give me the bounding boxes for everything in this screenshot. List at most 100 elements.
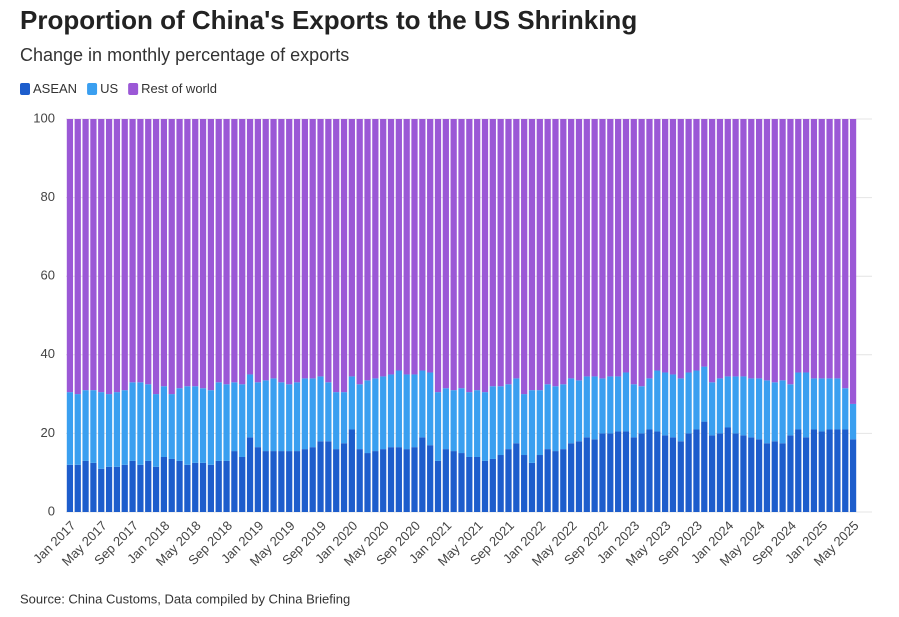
bar-segment: [98, 119, 105, 393]
bar-segment: [771, 119, 778, 383]
bar-segment: [685, 119, 692, 373]
bar-segment: [403, 374, 410, 450]
bar-segment: [536, 455, 543, 512]
bar-segment: [615, 431, 622, 512]
bar-segment: [630, 437, 637, 512]
bar-segment: [262, 451, 269, 512]
bar-segment: [152, 119, 160, 395]
bar-segment: [662, 435, 669, 512]
bar-segment: [622, 119, 630, 373]
bar-segment: [309, 378, 316, 448]
bar-segment: [395, 119, 402, 371]
bar-segment: [552, 386, 559, 452]
bar-segment: [121, 390, 128, 465]
bar-segment: [434, 119, 442, 393]
legend-swatch: [20, 83, 30, 95]
bar-segment: [489, 386, 496, 459]
bar-segment: [849, 403, 857, 440]
bar-segment: [192, 386, 199, 463]
bar-segment: [654, 370, 661, 432]
bar-segment: [701, 119, 708, 367]
bar-segment: [826, 119, 833, 379]
bar-segment: [810, 429, 818, 512]
bar-segment: [654, 119, 661, 371]
bar-segment: [505, 119, 512, 385]
bar-segment: [105, 119, 113, 395]
bar-segment: [356, 384, 363, 450]
bar-segment: [442, 449, 449, 512]
bar-segment: [387, 374, 395, 448]
bar-segment: [685, 372, 692, 434]
bar-segment: [802, 437, 810, 512]
bar-segment: [818, 378, 825, 432]
bar-segment: [317, 376, 324, 442]
bar-segment: [301, 378, 308, 450]
bar-segment: [395, 370, 402, 448]
legend-swatch: [128, 83, 139, 95]
bar-segment: [646, 119, 653, 379]
bar-segment: [293, 119, 301, 383]
bar-segment: [317, 119, 324, 377]
bar-segment: [474, 456, 481, 512]
bar-segment: [787, 384, 794, 436]
bar-segment: [560, 384, 567, 450]
bar-segment: [528, 119, 536, 391]
bar-segment: [771, 382, 778, 442]
bar-segment: [333, 119, 340, 393]
bar-segment: [340, 443, 348, 512]
bar-segment: [113, 392, 121, 467]
bar-segment: [98, 392, 105, 469]
bar-segment: [607, 119, 614, 377]
bar-segment: [779, 380, 786, 444]
bar-segment: [755, 378, 763, 440]
bar-segment: [458, 388, 465, 454]
bar-segment: [615, 119, 622, 377]
bar-segment: [239, 119, 246, 385]
bar-segment: [701, 421, 708, 512]
legend-label: US: [100, 81, 118, 96]
bar-segment: [356, 119, 363, 385]
bar-segment: [842, 429, 849, 512]
bar-segment: [145, 460, 152, 512]
bar-segment: [638, 119, 645, 387]
bar-segment: [466, 456, 473, 512]
bar-segment: [215, 460, 222, 512]
bar-segment: [583, 437, 590, 512]
bar-segment: [223, 460, 230, 512]
bar-segment: [622, 372, 630, 432]
bar-segment: [677, 378, 684, 442]
y-tick-label: 40: [41, 346, 55, 361]
legend-swatch: [87, 83, 98, 95]
bar-segment: [849, 439, 857, 512]
bar-segment: [137, 119, 144, 383]
bar-segment: [489, 458, 496, 512]
bar-segment: [513, 378, 520, 444]
bar-segment: [121, 464, 128, 512]
bar-segment: [301, 449, 308, 512]
bar-segment: [207, 390, 215, 465]
chart-title: Proportion of China's Exports to the US …: [20, 5, 637, 35]
bar-segment: [795, 119, 802, 373]
bar-segment: [176, 119, 183, 389]
bar-segment: [669, 437, 677, 512]
bar-segment: [662, 119, 669, 373]
bar-segment: [184, 386, 191, 465]
bar-segment: [395, 447, 402, 512]
bar-segment: [732, 119, 739, 377]
bar-segment: [387, 447, 395, 512]
bar-segment: [834, 119, 841, 379]
bar-segment: [521, 455, 528, 512]
bar-segment: [748, 437, 755, 512]
bar-segment: [810, 378, 818, 430]
bar-segment: [66, 464, 74, 512]
bar-segment: [427, 445, 434, 512]
bar-segment: [82, 390, 89, 461]
bar-segment: [176, 388, 183, 461]
bar-segment: [176, 460, 183, 512]
bar-segment: [591, 439, 598, 512]
bar-segment: [246, 374, 254, 438]
bar-segment: [270, 451, 277, 512]
bar-segment: [708, 435, 716, 512]
bar-segment: [364, 453, 371, 512]
bar-segment: [552, 119, 559, 387]
